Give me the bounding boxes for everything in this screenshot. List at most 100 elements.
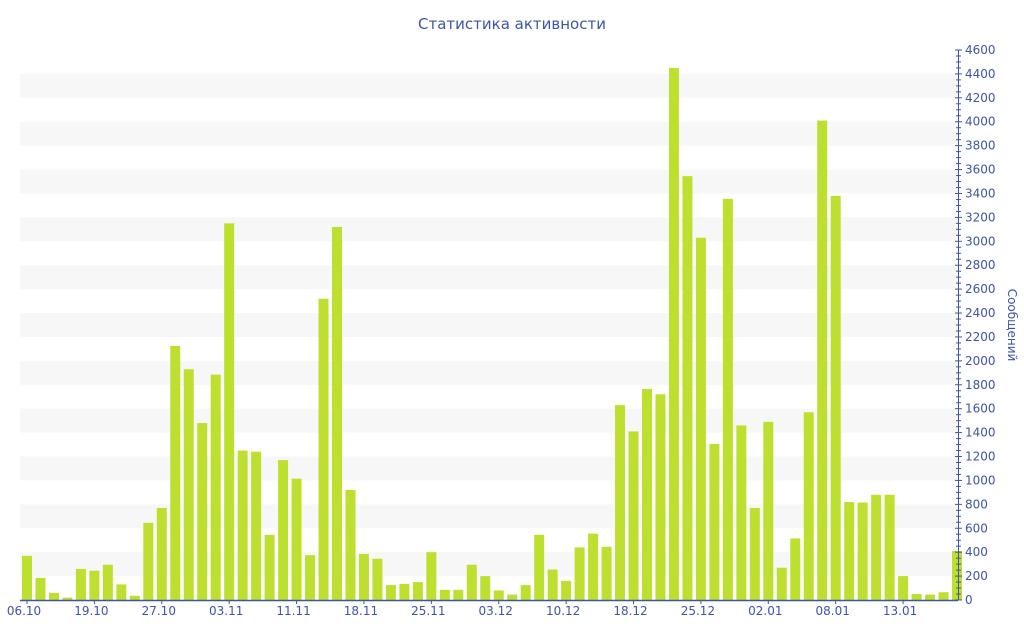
y-tick-label: 400 (965, 545, 988, 559)
y-tick-label: 800 (965, 497, 988, 511)
bar (830, 195, 841, 600)
bar (493, 590, 504, 600)
bar (399, 583, 410, 600)
bar (183, 369, 194, 600)
bar (170, 345, 181, 600)
y-tick-label: 2400 (965, 306, 996, 320)
y-tick-label: 4000 (965, 115, 996, 129)
bar (601, 546, 612, 600)
bar (372, 558, 383, 600)
bar (763, 421, 774, 600)
bar (453, 589, 464, 600)
x-tick-label: 06.10 (7, 604, 41, 618)
bar (48, 592, 59, 600)
bar (210, 374, 221, 600)
bar (857, 502, 868, 600)
bar (62, 597, 73, 600)
bar (143, 522, 154, 600)
bar (318, 298, 329, 600)
bar (305, 555, 316, 600)
y-tick-label: 2200 (965, 330, 996, 344)
x-tick-label: 27.10 (142, 604, 176, 618)
x-tick-label: 19.10 (74, 604, 108, 618)
bar (224, 223, 235, 600)
y-tick-label: 3400 (965, 186, 996, 200)
grid-band (20, 169, 958, 194)
bar (22, 555, 32, 600)
bar (116, 584, 127, 600)
bar (547, 569, 558, 600)
grid-band (20, 73, 958, 98)
chart-title: Статистика активности (418, 15, 606, 33)
bar (156, 507, 167, 600)
bar (197, 423, 208, 600)
bar (35, 577, 46, 600)
bar (655, 394, 666, 600)
bar (561, 580, 572, 600)
bar (628, 431, 639, 600)
bar (682, 176, 693, 601)
x-tick-label: 10.12 (546, 604, 580, 618)
y-tick-label: 600 (965, 521, 988, 535)
y-tick-label: 1600 (965, 402, 996, 416)
x-tick-label: 18.11 (344, 604, 378, 618)
y-tick-label: 2800 (965, 258, 996, 272)
x-tick-label: 08.01 (816, 604, 850, 618)
bar (615, 405, 626, 600)
bar (952, 550, 962, 600)
bar (884, 494, 895, 600)
bar (480, 576, 491, 600)
y-tick-label: 4200 (965, 91, 996, 105)
bar (736, 425, 747, 600)
bar (439, 589, 450, 600)
bar (776, 567, 787, 600)
y-tick-label: 1000 (965, 473, 996, 487)
y-tick-label: 2000 (965, 354, 996, 368)
bar (817, 120, 828, 600)
x-tick-label: 02.01 (748, 604, 782, 618)
y-tick-label: 3200 (965, 210, 996, 224)
bar (722, 198, 733, 600)
bar (129, 595, 140, 600)
x-tick-label: 03.12 (479, 604, 513, 618)
y-tick-label: 1800 (965, 378, 996, 392)
x-tick-label: 18.12 (613, 604, 647, 618)
bar (385, 585, 396, 600)
bar (237, 450, 248, 600)
bar (345, 490, 356, 600)
bar (574, 547, 585, 600)
y-tick-label: 200 (965, 569, 988, 583)
bar (642, 388, 652, 600)
y-tick-label: 4400 (965, 67, 996, 81)
bar (695, 237, 706, 600)
x-tick-label: 13.01 (883, 604, 917, 618)
bar (534, 534, 545, 600)
bar (803, 412, 814, 600)
bar (898, 576, 909, 600)
bar (507, 594, 518, 600)
grid-band (20, 121, 958, 146)
bar (871, 494, 882, 600)
bar (89, 570, 100, 600)
bar (938, 592, 949, 600)
bar (251, 451, 262, 600)
x-tick-label: 11.11 (276, 604, 310, 618)
x-tick-label: 25.12 (681, 604, 715, 618)
bar (102, 564, 113, 600)
bar (412, 582, 423, 600)
bar (332, 226, 342, 600)
bar (790, 538, 801, 600)
bar (426, 552, 437, 600)
bar (925, 594, 936, 600)
y-tick-label: 3800 (965, 139, 996, 153)
bar (520, 585, 531, 600)
bar (588, 533, 599, 600)
bar (844, 501, 855, 600)
bar (466, 564, 477, 600)
bar (668, 67, 679, 600)
y-tick-label: 4600 (965, 43, 996, 57)
bar (75, 568, 86, 600)
bar (358, 553, 369, 600)
y-tick-label: 2600 (965, 282, 996, 296)
